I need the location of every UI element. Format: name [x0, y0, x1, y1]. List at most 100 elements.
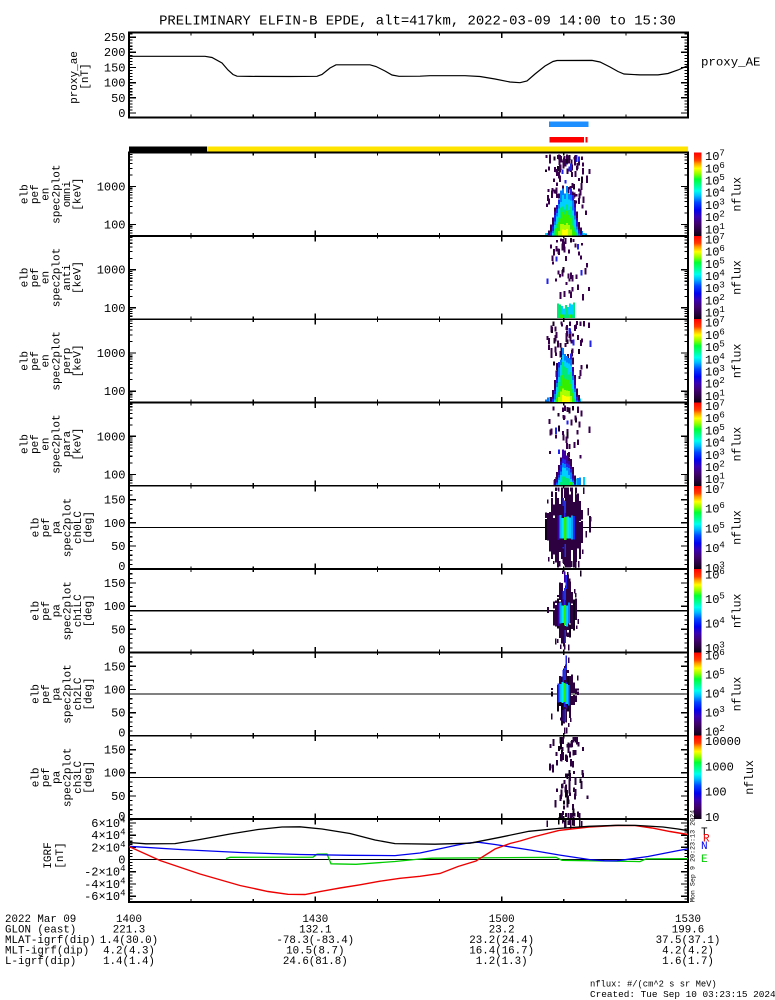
svg-text:1.6(1.7): 1.6(1.7) — [662, 956, 714, 968]
svg-text:ch3LC: ch3LC — [73, 761, 85, 794]
svg-text:250: 250 — [104, 31, 126, 45]
svg-text:nflux: nflux — [732, 510, 745, 545]
svg-text:4×104: 4×104 — [91, 828, 125, 844]
svg-text:en: en — [41, 271, 53, 284]
svg-text:[keV]: [keV] — [73, 344, 85, 377]
svg-text:IGRF: IGRF — [43, 842, 55, 868]
svg-text:elb: elb — [31, 518, 43, 538]
svg-text:1.2(1.3): 1.2(1.3) — [476, 956, 528, 968]
svg-text:150: 150 — [104, 61, 126, 75]
svg-text:pa: pa — [52, 604, 64, 618]
svg-text:spec2plot: spec2plot — [62, 664, 74, 723]
svg-text:ch1LC: ch1LC — [73, 594, 85, 627]
svg-text:elb: elb — [20, 184, 32, 204]
svg-text:spec2plot: spec2plot — [62, 748, 74, 807]
svg-text:0: 0 — [118, 643, 125, 657]
svg-text:221.3: 221.3 — [113, 924, 145, 936]
svg-text:nflux: nflux — [732, 344, 745, 379]
svg-text:pef: pef — [30, 268, 42, 288]
svg-text:100: 100 — [104, 219, 126, 233]
svg-text:1000: 1000 — [97, 347, 126, 361]
svg-text:en: en — [41, 188, 53, 201]
svg-text:elb: elb — [20, 351, 32, 371]
svg-text:1400: 1400 — [116, 914, 142, 926]
svg-text:[keV]: [keV] — [73, 428, 85, 461]
svg-text:en: en — [41, 354, 53, 367]
svg-text:23.2(24.4): 23.2(24.4) — [469, 935, 534, 947]
svg-text:37.5(37.1): 37.5(37.1) — [656, 935, 721, 947]
svg-text:T: T — [701, 827, 708, 839]
svg-text:-4×104: -4×104 — [84, 876, 125, 892]
svg-text:pef: pef — [41, 518, 53, 538]
svg-text:50: 50 — [111, 92, 125, 106]
svg-text:perp: perp — [62, 348, 74, 374]
svg-text:10: 10 — [705, 811, 719, 825]
svg-text:elb: elb — [31, 601, 43, 621]
svg-text:100: 100 — [104, 77, 126, 91]
svg-text:nflux: nflux — [732, 427, 745, 462]
svg-text:spec2plot: spec2plot — [62, 581, 74, 640]
svg-text:proxy_ae: proxy_ae — [69, 51, 81, 104]
svg-text:L-igrf(dip): L-igrf(dip) — [5, 956, 76, 968]
svg-text:spec2plot: spec2plot — [51, 164, 63, 223]
svg-text:1000: 1000 — [97, 264, 126, 278]
svg-text:elb: elb — [31, 684, 43, 704]
svg-text:elb: elb — [20, 434, 32, 454]
svg-text:23.2: 23.2 — [489, 924, 515, 936]
svg-text:-6×104: -6×104 — [84, 889, 125, 905]
svg-text:100: 100 — [104, 600, 126, 614]
svg-text:pef: pef — [30, 184, 42, 204]
svg-text:[deg]: [deg] — [84, 677, 96, 710]
svg-text:[keV]: [keV] — [73, 261, 85, 294]
svg-text:100: 100 — [104, 767, 126, 781]
svg-text:100: 100 — [104, 517, 126, 531]
svg-text:100: 100 — [104, 302, 126, 316]
svg-text:100: 100 — [104, 683, 126, 697]
svg-text:1.4(1.4): 1.4(1.4) — [103, 956, 155, 968]
svg-text:Created: Tue Sep 10 03:23:15 2: Created: Tue Sep 10 03:23:15 2024 — [590, 989, 775, 1000]
svg-text:para: para — [62, 430, 74, 457]
svg-text:199.6: 199.6 — [672, 924, 704, 936]
svg-text:elb: elb — [20, 268, 32, 288]
svg-text:R: R — [703, 834, 710, 846]
svg-text:pa: pa — [52, 770, 64, 784]
svg-text:50: 50 — [111, 540, 125, 554]
svg-text:nflux: nflux — [732, 177, 745, 212]
svg-text:-78.3(-83.4): -78.3(-83.4) — [276, 935, 354, 947]
svg-text:pef: pef — [41, 684, 53, 704]
svg-text:nflux: nflux — [732, 677, 745, 712]
svg-text:10000: 10000 — [705, 735, 741, 749]
svg-text:0: 0 — [118, 727, 125, 741]
svg-text:1500: 1500 — [489, 914, 515, 926]
svg-text:1.4(30.0): 1.4(30.0) — [100, 935, 158, 947]
svg-text:pa: pa — [52, 687, 64, 701]
svg-text:anti: anti — [62, 264, 74, 291]
svg-text:[keV]: [keV] — [73, 178, 85, 211]
svg-text:spec2plot: spec2plot — [51, 331, 63, 390]
svg-text:0: 0 — [118, 854, 125, 868]
svg-text:1430: 1430 — [302, 914, 328, 926]
svg-text:nflux: nflux — [744, 760, 757, 795]
svg-text:50: 50 — [111, 707, 125, 721]
svg-text:N: N — [701, 841, 708, 853]
svg-text:150: 150 — [104, 494, 126, 508]
svg-text:spec2plot: spec2plot — [51, 414, 63, 473]
svg-text:0: 0 — [118, 810, 125, 824]
svg-text:nflux: nflux — [732, 593, 745, 628]
svg-text:200: 200 — [104, 46, 126, 60]
svg-text:nflux: nflux — [732, 260, 745, 295]
svg-text:pef: pef — [30, 351, 42, 371]
svg-text:0: 0 — [118, 560, 125, 574]
svg-text:elb: elb — [31, 767, 43, 787]
svg-text:-2×104: -2×104 — [84, 864, 125, 880]
svg-text:MLAT-igrf(dip): MLAT-igrf(dip) — [5, 935, 96, 947]
svg-text:10.5(8.7): 10.5(8.7) — [286, 946, 344, 958]
svg-text:100: 100 — [104, 385, 126, 399]
svg-text:E: E — [701, 854, 708, 866]
svg-text:PRELIMINARY ELFIN-B EPDE, alt=: PRELIMINARY ELFIN-B EPDE, alt=417km, 202… — [159, 14, 676, 30]
svg-text:50: 50 — [111, 790, 125, 804]
svg-text:6×104: 6×104 — [91, 815, 125, 831]
svg-text:[deg]: [deg] — [84, 761, 96, 794]
svg-text:spec2plot: spec2plot — [62, 498, 74, 557]
svg-text:proxy_AE: proxy_AE — [701, 56, 761, 70]
